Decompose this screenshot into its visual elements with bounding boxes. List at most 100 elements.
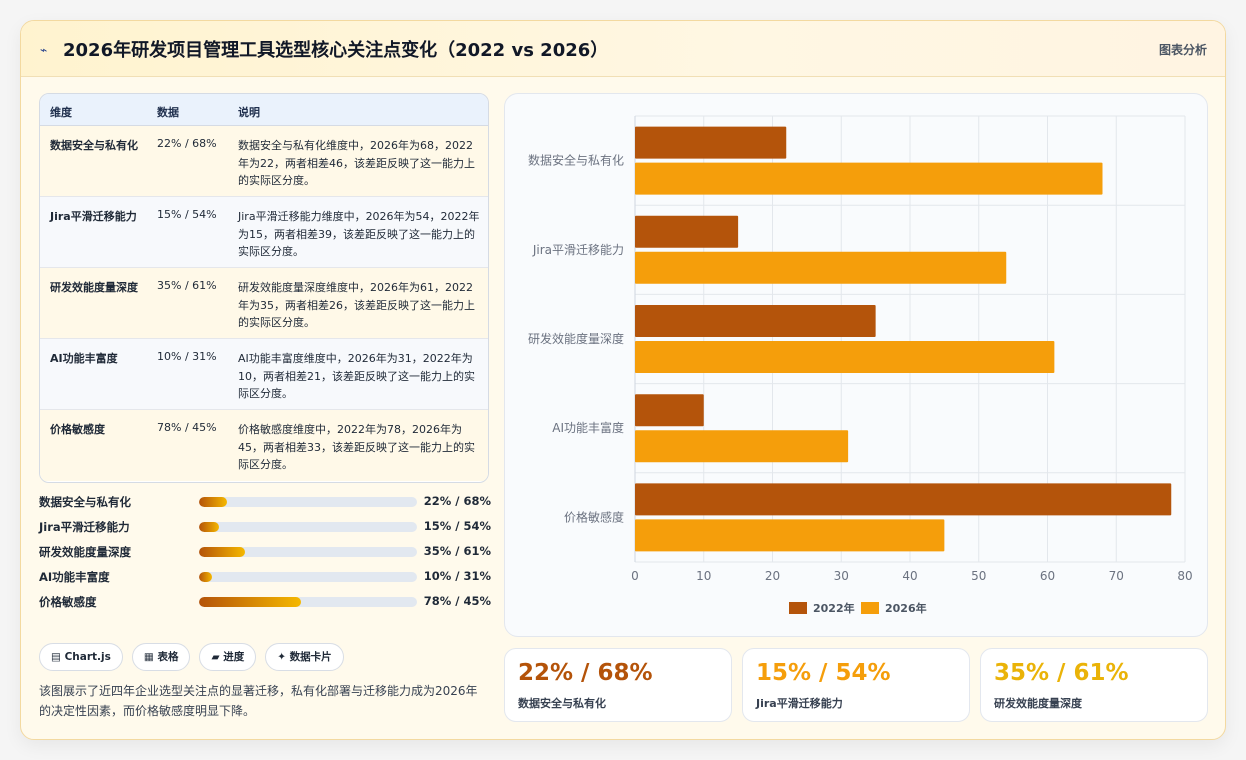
chip-progress[interactable]: ▰ 进度	[199, 643, 257, 671]
progress-fill	[199, 547, 245, 557]
chart-panel: 数据安全与私有化 Jira平滑迁移能力 研发效能度量深度 AI功能丰富度价格敏感度 0 1…	[504, 93, 1208, 637]
chart-line-icon: ⌁	[40, 43, 48, 57]
bar	[635, 394, 704, 427]
category-label: 研发效能度量深度	[528, 331, 624, 346]
progress-track	[199, 522, 417, 532]
x-tick-label: 30	[834, 569, 849, 583]
bar	[635, 126, 787, 159]
x-tick-label: 40	[902, 569, 917, 583]
stat-label: 研发效能度量深度	[994, 697, 1082, 710]
bar	[635, 341, 1055, 373]
progress-track	[199, 597, 417, 607]
table-row: AI功能丰富度 10% / 31% AI功能丰富度维度中，2026年为31，20…	[40, 339, 488, 410]
x-tick-label: 20	[765, 569, 780, 583]
progress-value: 78% / 45%	[423, 594, 491, 608]
bar	[635, 215, 739, 248]
progress-value: 15% / 54%	[423, 519, 491, 533]
legend-swatch	[789, 602, 807, 614]
progress-value: 10% / 31%	[423, 569, 491, 583]
legend-label: 2022年	[813, 601, 855, 615]
chip-table[interactable]: ▦ 表格	[131, 643, 191, 671]
header-tag[interactable]: 图表分析	[1158, 43, 1207, 57]
chart-description: 该图展示了近四年企业选型关注点的显著迁移，私有化部署与迁移能力成为2026年的决…	[39, 684, 478, 718]
page-title: 2026年研发项目管理工具选型核心关注点变化（2022 vs 2026）	[63, 40, 609, 61]
progress-row: Jira平滑迁移能力 15% / 54%	[39, 518, 491, 543]
bar	[635, 483, 1172, 516]
legend-swatch	[861, 602, 879, 614]
progress-label: AI功能丰富度	[39, 570, 110, 584]
cell-description: 研发效能度量深度维度中，2026年为61，2022年为35，两者相差26，该差距…	[238, 281, 475, 329]
legend-label: 2026年	[885, 601, 927, 615]
x-tick-label: 60	[1040, 569, 1055, 583]
stat-card: 15% / 54% Jira平滑迁移能力	[742, 648, 970, 722]
bar	[635, 430, 849, 463]
dashboard-card: ⌁ 2026年研发项目管理工具选型核心关注点变化（2022 vs 2026） 图…	[20, 20, 1226, 740]
x-tick-label: 0	[631, 569, 639, 583]
progress-label: 研发效能度量深度	[39, 545, 131, 559]
stat-card: 22% / 68% 数据安全与私有化	[504, 648, 732, 722]
cell-dimension: 研发效能度量深度	[50, 281, 138, 294]
table-row: Jira平滑迁移能力 15% / 54% Jira平滑迁移能力维度中，2026年…	[40, 197, 488, 268]
stat-value: 15% / 54%	[756, 660, 891, 686]
table-header: 维度 数据 说明	[40, 94, 488, 126]
bar	[635, 251, 1007, 284]
header: ⌁ 2026年研发项目管理工具选型核心关注点变化（2022 vs 2026） 图…	[21, 21, 1225, 77]
progress-track	[199, 497, 417, 507]
category-label: AI功能丰富度	[552, 420, 624, 435]
cell-dimension: 价格敏感度	[50, 423, 105, 436]
cell-data: 10% / 31%	[157, 350, 217, 363]
stat-value: 22% / 68%	[518, 660, 653, 686]
stat-card: 35% / 61% 研发效能度量深度	[980, 648, 1208, 722]
cell-data: 15% / 54%	[157, 208, 217, 221]
progress-list: 数据安全与私有化 22% / 68% Jira平滑迁移能力 15% / 54% …	[39, 493, 491, 618]
x-tick-label: 10	[696, 569, 711, 583]
column-header-data: 数据	[157, 106, 179, 119]
cell-dimension: 数据安全与私有化	[50, 139, 138, 152]
progress-fill	[199, 597, 302, 607]
progress-label: Jira平滑迁移能力	[39, 520, 130, 534]
x-tick-label: 50	[971, 569, 986, 583]
progress-track	[199, 547, 417, 557]
progress-fill	[199, 572, 213, 582]
view-chips: ▤ Chart.js ▦ 表格 ▰ 进度 ✦ 数据卡片	[39, 643, 353, 671]
category-label: 价格敏感度	[564, 509, 624, 524]
stat-label: Jira平滑迁移能力	[756, 697, 843, 710]
progress-track	[199, 572, 417, 582]
table-row: 数据安全与私有化 22% / 68% 数据安全与私有化维度中，2026年为68，…	[40, 126, 488, 197]
category-label: Jira平滑迁移能力	[532, 243, 624, 257]
column-header-description: 说明	[238, 106, 260, 119]
progress-label: 价格敏感度	[39, 595, 97, 609]
progress-fill	[199, 522, 219, 532]
cell-data: 35% / 61%	[157, 279, 217, 292]
progress-value: 35% / 61%	[423, 544, 491, 558]
progress-row: 数据安全与私有化 22% / 68%	[39, 493, 491, 518]
stat-value: 35% / 61%	[994, 660, 1129, 686]
x-tick-label: 80	[1177, 569, 1192, 583]
progress-row: 价格敏感度 78% / 45%	[39, 593, 491, 618]
chip-chartjs[interactable]: ▤ Chart.js	[39, 643, 123, 671]
progress-value: 22% / 68%	[423, 494, 491, 508]
category-label: 数据安全与私有化	[528, 153, 624, 168]
cell-description: 数据安全与私有化维度中，2026年为68，2022年为22，两者相差46，该差距…	[238, 139, 475, 187]
table-row: 价格敏感度 78% / 45% 价格敏感度维度中，2022年为78，2026年为…	[40, 410, 488, 481]
cell-dimension: AI功能丰富度	[50, 352, 118, 365]
data-table: 维度 数据 说明 数据安全与私有化 22% / 68% 数据安全与私有化维度中，…	[39, 93, 489, 483]
table-row: 研发效能度量深度 35% / 61% 研发效能度量深度维度中，2026年为61，…	[40, 268, 488, 339]
column-header-dimension: 维度	[50, 106, 72, 119]
progress-row: AI功能丰富度 10% / 31%	[39, 568, 491, 593]
bar	[635, 519, 945, 552]
progress-row: 研发效能度量深度 35% / 61%	[39, 543, 491, 568]
progress-label: 数据安全与私有化	[39, 495, 131, 509]
x-tick-label: 70	[1109, 569, 1124, 583]
cell-description: Jira平滑迁移能力维度中，2026年为54，2022年为15，两者相差39，该…	[238, 210, 480, 258]
cell-description: AI功能丰富度维度中，2026年为31，2022年为10，两者相差21，该差距反…	[238, 352, 475, 400]
bar	[635, 162, 1103, 195]
cell-description: 价格敏感度维度中，2022年为78，2026年为45，两者相差33，该差距反映了…	[238, 423, 475, 471]
stat-label: 数据安全与私有化	[518, 697, 606, 710]
bar	[635, 305, 876, 337]
cell-dimension: Jira平滑迁移能力	[50, 210, 137, 223]
cell-data: 22% / 68%	[157, 137, 217, 150]
progress-fill	[199, 497, 228, 507]
chip-data-card[interactable]: ✦ 数据卡片	[265, 643, 344, 671]
